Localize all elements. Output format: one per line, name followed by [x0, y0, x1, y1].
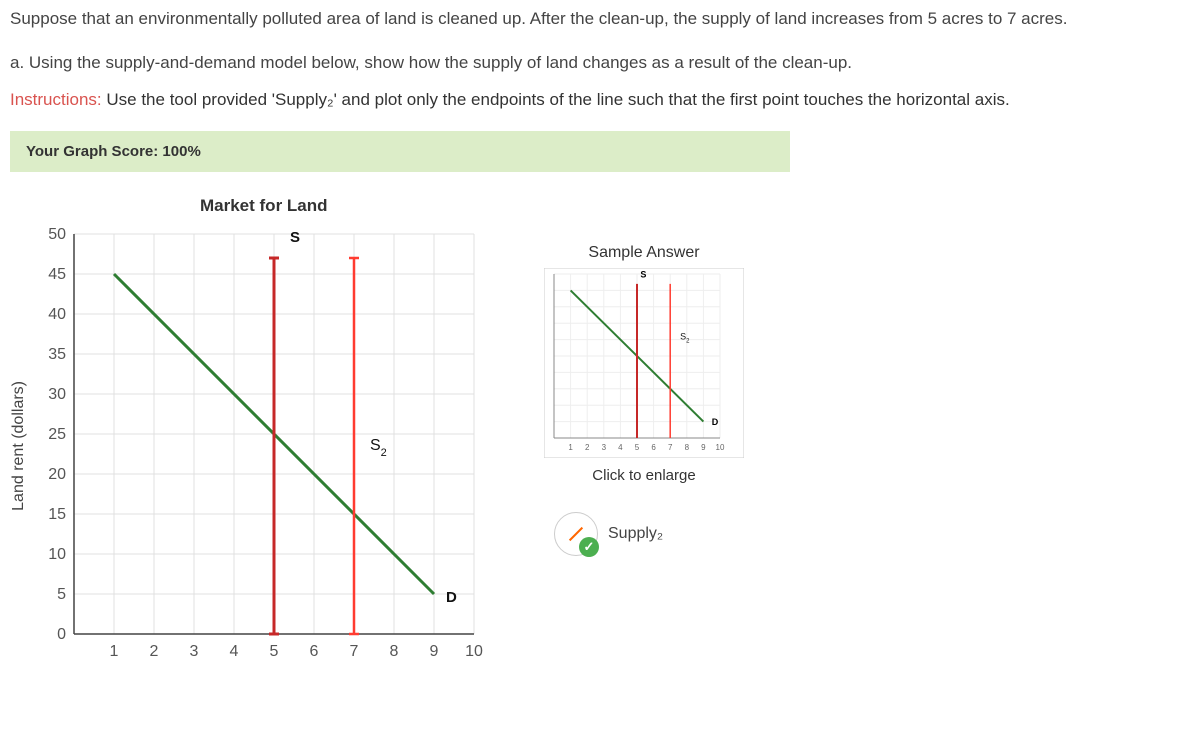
svg-text:2: 2	[585, 443, 590, 452]
svg-text:8: 8	[390, 643, 399, 660]
svg-text:D: D	[712, 416, 719, 426]
svg-text:7: 7	[350, 643, 359, 660]
svg-text:1: 1	[110, 643, 119, 660]
svg-text:2: 2	[150, 643, 159, 660]
svg-text:5: 5	[635, 443, 640, 452]
question-part-a: a. Using the supply-and-demand model bel…	[10, 50, 1190, 76]
svg-text:8: 8	[685, 443, 690, 452]
svg-text:9: 9	[701, 443, 706, 452]
svg-text:6: 6	[651, 443, 656, 452]
svg-text:3: 3	[602, 443, 607, 452]
svg-text:S: S	[290, 229, 300, 246]
main-chart[interactable]: 0510152025303540455012345678910DSS2	[32, 224, 494, 668]
svg-text:45: 45	[48, 266, 66, 283]
instructions-label: Instructions:	[10, 90, 102, 109]
chart-title: Market for Land	[200, 196, 1190, 216]
svg-text:S2: S2	[370, 437, 387, 459]
tool-label: Supply₂	[608, 525, 663, 543]
svg-text:S: S	[640, 269, 646, 279]
svg-text:4: 4	[230, 643, 239, 660]
instructions-text: Use the tool provided 'Supply₂' and plot…	[102, 90, 1010, 109]
svg-text:10: 10	[716, 443, 725, 452]
svg-text:6: 6	[310, 643, 319, 660]
sample-chart[interactable]: 12345678910DSS2	[544, 268, 744, 458]
svg-text:5: 5	[57, 586, 66, 603]
svg-text:7: 7	[668, 443, 673, 452]
svg-text:10: 10	[465, 643, 483, 660]
score-bar: Your Graph Score: 100%	[10, 131, 790, 172]
svg-text:50: 50	[48, 226, 66, 243]
svg-text:20: 20	[48, 466, 66, 483]
y-axis-label: Land rent (dollars)	[10, 381, 28, 511]
svg-text:40: 40	[48, 306, 66, 323]
instructions: Instructions: Use the tool provided 'Sup…	[10, 87, 1190, 113]
svg-text:25: 25	[48, 426, 66, 443]
svg-text:30: 30	[48, 386, 66, 403]
click-to-enlarge[interactable]: Click to enlarge	[544, 467, 744, 484]
svg-text:1: 1	[568, 443, 573, 452]
svg-text:3: 3	[190, 643, 199, 660]
check-icon: ✓	[579, 537, 599, 557]
svg-text:4: 4	[618, 443, 623, 452]
svg-text:0: 0	[57, 626, 66, 643]
svg-text:9: 9	[430, 643, 439, 660]
question-intro: Suppose that an environmentally polluted…	[10, 6, 1190, 32]
tool-supply2[interactable]: ✓ Supply₂	[554, 512, 744, 556]
svg-text:D: D	[446, 589, 457, 606]
svg-text:5: 5	[270, 643, 279, 660]
line-tool-icon: ✓	[554, 512, 598, 556]
sample-answer-title: Sample Answer	[544, 244, 744, 262]
svg-text:35: 35	[48, 346, 66, 363]
svg-text:10: 10	[48, 546, 66, 563]
svg-text:15: 15	[48, 506, 66, 523]
